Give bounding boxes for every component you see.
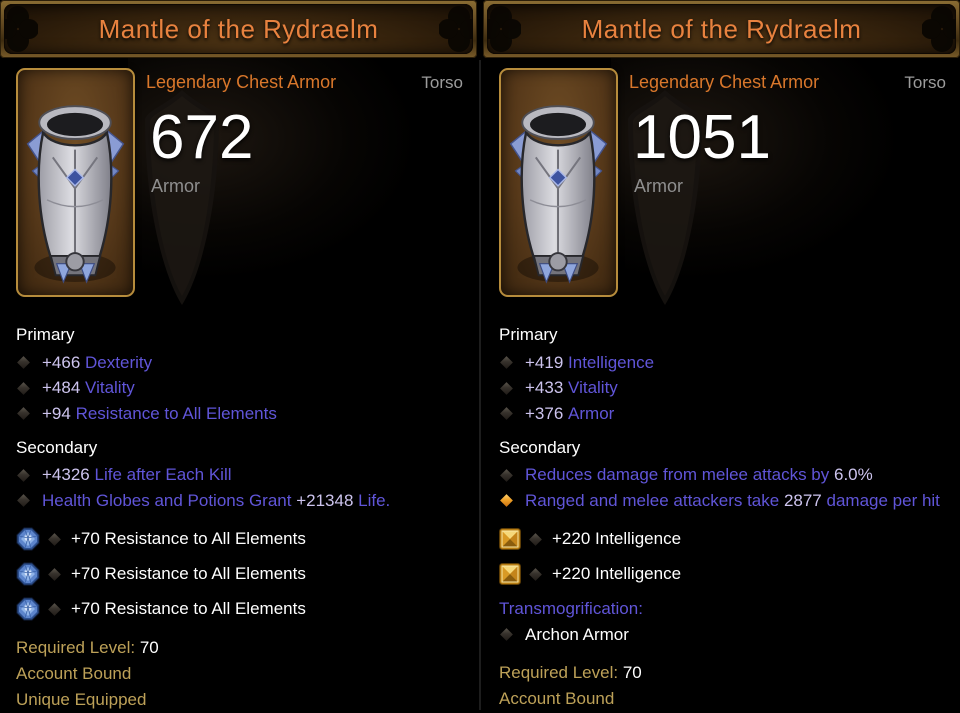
chest-armor-icon <box>16 68 135 297</box>
item-type: Legendary Chest Armor <box>629 72 820 92</box>
header-ornament-icon <box>922 5 956 53</box>
gem-bonus: +220 Intelligence <box>552 564 682 583</box>
diamond-bullet-icon <box>17 468 30 482</box>
diamond-bullet-icon <box>500 381 513 395</box>
account-bound: Account Bound <box>499 688 615 708</box>
stat-line: +376 Armor <box>499 401 960 427</box>
diamond-bullet-icon <box>529 532 542 546</box>
required-level: Required Level: 70 <box>499 662 642 682</box>
secondary-header: Secondary <box>16 437 98 457</box>
item-slot: Torso <box>421 73 463 92</box>
gem-bonus: +70 Resistance to All Elements <box>71 564 306 583</box>
header-ornament-icon <box>487 5 521 53</box>
item-tooltip-left: Mantle of the Rydraelm Legendary Chest A… <box>0 0 477 710</box>
gem-bonus: +220 Intelligence <box>552 529 682 548</box>
stat-line: Health Globes and Potions Grant +21348 L… <box>16 488 477 514</box>
header-ornament-icon <box>4 5 38 53</box>
stat-line: +484 Vitality <box>16 376 477 402</box>
stat-line-legendary: Ranged and melee attackers take 2877 dam… <box>499 488 960 514</box>
diamond-bullet-icon <box>17 356 30 370</box>
gem-bonus: +70 Resistance to All Elements <box>71 529 306 548</box>
diamond-bullet-icon <box>17 407 30 421</box>
unique-equipped: Unique Equipped <box>16 689 147 709</box>
diamond-bullet-icon <box>48 532 61 546</box>
gem-socket-row: +70 Resistance to All Elements <box>16 557 477 592</box>
stat-line: +94 Resistance to All Elements <box>16 401 477 427</box>
gem-socket-row: +220 Intelligence <box>499 522 960 557</box>
gem-socket-row: +220 Intelligence <box>499 557 960 592</box>
diamond-bullet-icon <box>17 381 30 395</box>
diamond-gem-icon <box>16 562 40 586</box>
diamond-bullet-icon <box>48 602 61 616</box>
diamond-gem-icon <box>16 527 40 551</box>
diamond-gem-icon <box>16 597 40 621</box>
primary-header: Primary <box>16 325 75 344</box>
stat-line: +419 Intelligence <box>499 350 960 376</box>
topaz-gem-icon <box>499 563 521 585</box>
diamond-bullet-icon <box>500 628 513 641</box>
diamond-bullet-icon <box>500 407 513 421</box>
primary-header: Primary <box>499 325 558 344</box>
gem-bonus: +70 Resistance to All Elements <box>71 599 306 618</box>
panel-divider <box>479 60 481 710</box>
legendary-diamond-bullet-icon <box>500 494 513 508</box>
stat-line: +466 Dexterity <box>16 350 477 376</box>
item-title: Mantle of the Rydraelm <box>581 13 862 44</box>
gem-socket-row: +70 Resistance to All Elements <box>16 592 477 627</box>
item-tooltip-right: Mantle of the Rydraelm Legendary Chest A… <box>483 0 960 710</box>
armor-label: Armor <box>151 176 200 196</box>
item-type: Legendary Chest Armor <box>146 72 337 92</box>
stat-line: Reduces damage from melee attacks by 6.0… <box>499 463 960 489</box>
item-title: Mantle of the Rydraelm <box>98 13 379 44</box>
item-header-left: Mantle of the Rydraelm <box>0 0 477 58</box>
diamond-bullet-icon <box>17 494 30 508</box>
armor-value: 1051 <box>633 103 771 172</box>
chest-armor-icon <box>499 68 618 297</box>
item-header-right: Mantle of the Rydraelm <box>483 0 960 58</box>
secondary-header: Secondary <box>499 437 581 457</box>
required-level: Required Level: 70 <box>16 637 159 657</box>
diamond-bullet-icon <box>529 567 542 581</box>
gem-socket-row: +70 Resistance to All Elements <box>16 522 477 557</box>
transmog-header: Transmogrification: <box>499 598 643 618</box>
transmog-item: Archon Armor <box>499 622 960 648</box>
diamond-bullet-icon <box>500 356 513 370</box>
armor-value: 672 <box>150 103 254 172</box>
account-bound: Account Bound <box>16 663 132 683</box>
armor-label: Armor <box>634 176 683 196</box>
topaz-gem-icon <box>499 528 521 550</box>
item-slot: Torso <box>904 73 946 92</box>
stat-line: +4326 Life after Each Kill <box>16 463 477 489</box>
stat-line: +433 Vitality <box>499 376 960 402</box>
diamond-bullet-icon <box>500 468 513 482</box>
header-ornament-icon <box>439 5 473 53</box>
diamond-bullet-icon <box>48 567 61 581</box>
